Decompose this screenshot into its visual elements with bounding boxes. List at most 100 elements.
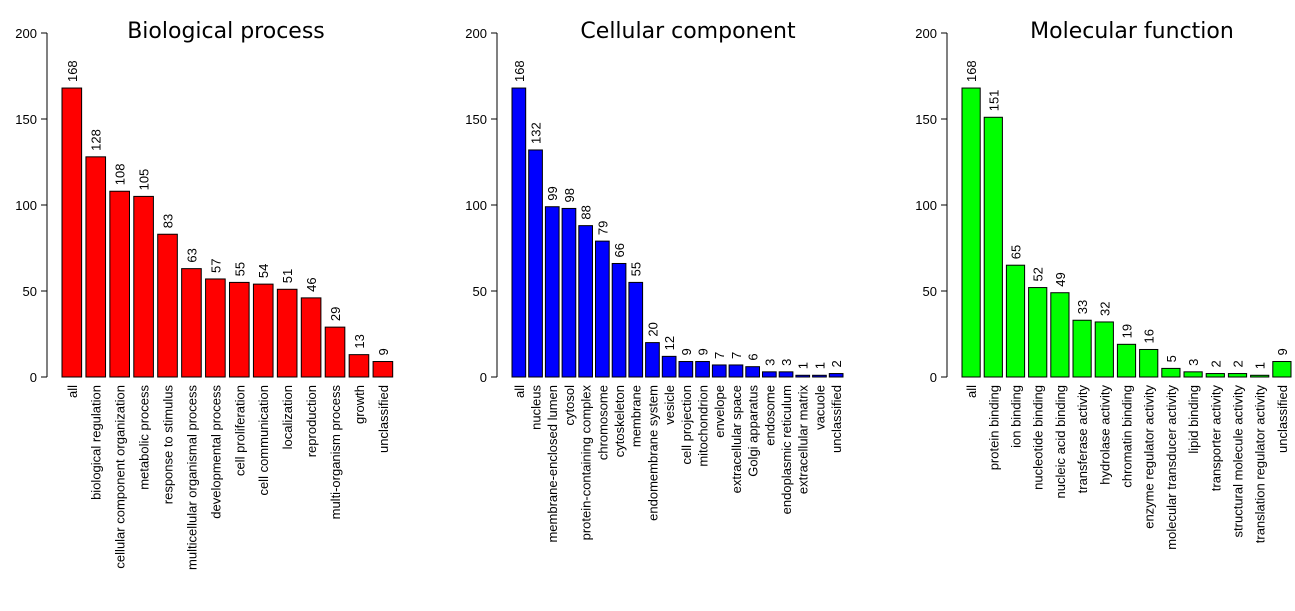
- value-label: 105: [137, 169, 152, 191]
- value-label: 51: [280, 269, 295, 283]
- x-tick-label: vacuole: [812, 385, 827, 430]
- y-tick-label: 200: [465, 26, 487, 41]
- y-tick-label: 100: [15, 198, 37, 213]
- bar: [1094, 321, 1114, 378]
- x-tick-label: reproduction: [304, 385, 319, 457]
- value-label: 54: [256, 264, 271, 278]
- y-tick-label: 200: [915, 26, 937, 41]
- bar: [1161, 367, 1181, 378]
- bar: [205, 278, 226, 378]
- bar: [711, 364, 727, 378]
- x-tick-label: envelope: [712, 385, 727, 438]
- bar: [795, 374, 811, 378]
- value-label: 83: [161, 214, 176, 228]
- x-tick-label: all: [964, 385, 979, 398]
- x-tick-label: nucleotide binding: [1031, 385, 1046, 490]
- x-tick-label: all: [512, 385, 527, 398]
- x-tick-label: Golgi apparatus: [746, 385, 761, 477]
- x-tick-label: membrane-enclosed lumen: [545, 385, 560, 543]
- y-tick-label: 150: [465, 112, 487, 127]
- bar: [1227, 373, 1248, 378]
- value-label: 7: [729, 352, 744, 359]
- value-label: 13: [352, 334, 367, 348]
- value-label: 108: [113, 164, 128, 186]
- x-tick-label: molecular transducer activity: [1164, 385, 1179, 550]
- bar: [157, 233, 178, 378]
- x-tick-label: metabolic process: [137, 385, 152, 490]
- value-label: 1: [1253, 362, 1268, 369]
- x-tick-label: enzyme regulator activity: [1142, 385, 1157, 529]
- value-label: 168: [964, 60, 979, 82]
- x-tick-label: localization: [280, 385, 295, 449]
- x-tick-label: response to stimulus: [161, 385, 176, 505]
- x-tick-label: cytoskeleton: [612, 385, 627, 457]
- bar: [1250, 374, 1270, 378]
- bar: [678, 361, 694, 378]
- bar: [1205, 373, 1225, 378]
- value-label: 2: [829, 360, 844, 367]
- value-label: 49: [1053, 272, 1068, 286]
- value-label: 63: [184, 248, 199, 262]
- bar: [645, 342, 660, 378]
- x-tick-label: chromosome: [595, 385, 610, 460]
- value-label: 20: [645, 322, 660, 336]
- bar: [544, 206, 560, 378]
- value-label: 16: [1142, 329, 1157, 343]
- value-label: 9: [696, 348, 711, 355]
- bar: [595, 240, 610, 378]
- x-tick-label: extracellular space: [729, 385, 744, 493]
- x-tick-label: unclassified: [376, 385, 391, 453]
- bar: [85, 156, 107, 378]
- bar: [812, 374, 827, 378]
- value-label: 19: [1120, 324, 1135, 338]
- bar: [728, 364, 744, 378]
- value-label: 7: [712, 352, 727, 359]
- x-tick-label: developmental process: [208, 385, 223, 519]
- x-tick-label: unclassified: [829, 385, 844, 453]
- x-tick-label: multicellular organismal process: [184, 385, 199, 570]
- x-tick-label: unclassified: [1275, 385, 1290, 453]
- value-label: 132: [529, 122, 544, 144]
- bar: [1050, 292, 1070, 378]
- x-tick-label: chromatin binding: [1120, 385, 1135, 488]
- bar: [961, 87, 981, 378]
- value-label: 1: [796, 362, 811, 369]
- value-label: 66: [612, 243, 627, 257]
- bar: [528, 149, 543, 378]
- value-label: 128: [89, 129, 104, 151]
- x-tick-label: vesicle: [662, 385, 677, 425]
- x-tick-label: transporter activity: [1208, 385, 1223, 492]
- value-label: 9: [376, 348, 391, 355]
- value-label: 3: [762, 359, 777, 366]
- bar: [348, 354, 370, 378]
- bar: [578, 225, 593, 378]
- value-label: 9: [679, 348, 694, 355]
- bar: [181, 268, 202, 378]
- bar: [1005, 264, 1026, 378]
- chart-title: Cellular component: [580, 19, 796, 44]
- value-label: 46: [304, 277, 319, 291]
- bar: [828, 373, 844, 378]
- value-label: 88: [579, 205, 594, 219]
- chart-title: Molecular function: [1030, 19, 1234, 44]
- y-tick-label: 50: [23, 284, 37, 299]
- bar: [1183, 371, 1203, 378]
- bar: [1272, 361, 1292, 378]
- x-tick-label: nucleic acid binding: [1053, 385, 1068, 498]
- value-label: 2: [1231, 360, 1246, 367]
- bar: [276, 288, 298, 378]
- value-label: 5: [1164, 355, 1179, 362]
- bar: [1028, 287, 1048, 378]
- x-tick-label: endosome: [762, 385, 777, 446]
- chart-title: Biological process: [127, 19, 325, 44]
- x-tick-label: extracellular matrix: [796, 385, 811, 495]
- value-label: 79: [595, 221, 610, 235]
- y-tick-label: 150: [915, 112, 937, 127]
- x-tick-label: cell proliferation: [232, 385, 247, 476]
- bar: [628, 281, 644, 378]
- bar: [133, 195, 154, 378]
- x-tick-label: nucleus: [529, 385, 544, 430]
- y-tick-label: 150: [15, 112, 37, 127]
